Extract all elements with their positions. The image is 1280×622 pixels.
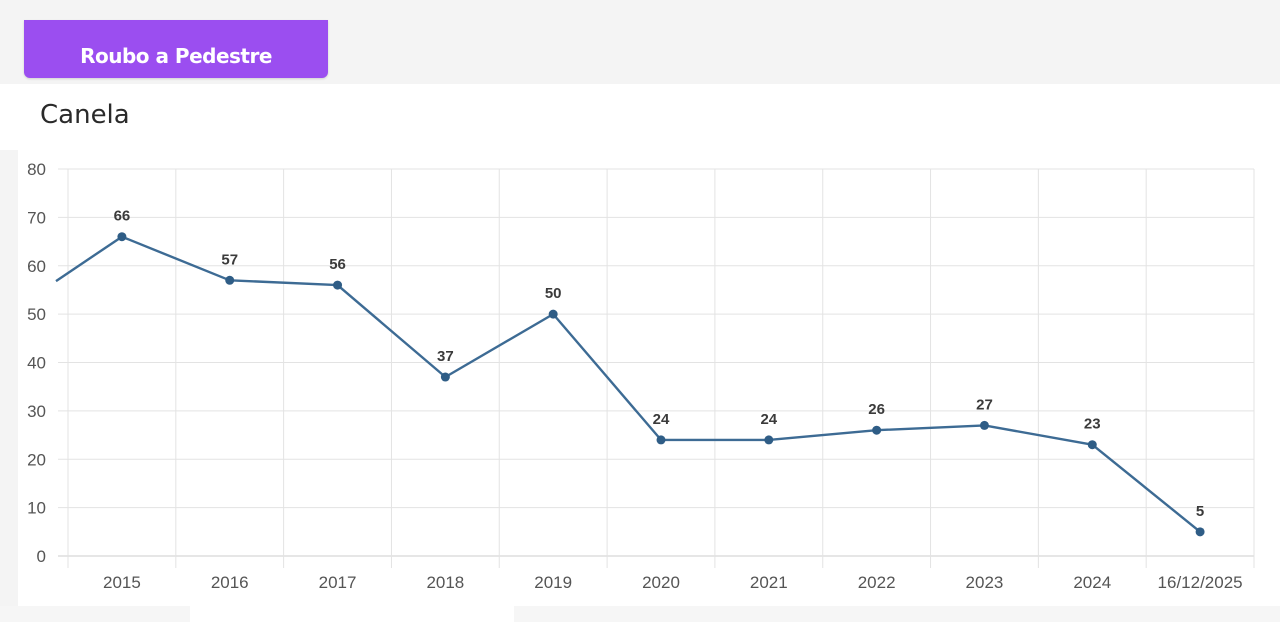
x-tick-label: 16/12/2025 xyxy=(1158,573,1243,592)
data-point xyxy=(1087,440,1097,450)
data-label: 26 xyxy=(868,401,885,418)
y-tick-label: 10 xyxy=(27,499,46,518)
y-tick-label: 20 xyxy=(27,450,46,469)
y-tick-label: 0 xyxy=(37,547,46,566)
series-layer xyxy=(55,232,1205,537)
x-tick-label: 2024 xyxy=(1073,573,1111,592)
x-tick-label: 2023 xyxy=(966,573,1004,592)
y-tick-label: 60 xyxy=(27,257,46,276)
data-label: 50 xyxy=(545,285,562,302)
data-point xyxy=(1195,527,1205,537)
data-label: 5 xyxy=(1196,503,1204,520)
x-tick-label: 2018 xyxy=(426,573,464,592)
data-point xyxy=(548,309,558,319)
axis-layer: 0 10 20 30 40 50 60 70 80 2015 2016 2017 2018 2019 202… xyxy=(27,160,1243,592)
data-label: 66 xyxy=(114,208,131,225)
series-line xyxy=(55,235,1201,533)
label-layer: 66 57 56 37 50 24 24 26 27 23 5 xyxy=(114,208,1205,520)
data-point xyxy=(117,232,127,242)
x-tick-label: 2015 xyxy=(103,573,141,592)
y-tick-label: 50 xyxy=(27,305,46,324)
tab-roubo-a-pedestre[interactable]: Roubo a Pedestre xyxy=(24,20,328,78)
data-label: 23 xyxy=(1084,416,1101,433)
data-label: 27 xyxy=(976,396,993,413)
x-tick-label: 2016 xyxy=(211,573,249,592)
grid-layer xyxy=(58,168,1255,568)
data-label: 24 xyxy=(760,411,777,428)
data-label: 57 xyxy=(221,251,238,268)
data-point xyxy=(333,280,343,290)
data-label: 24 xyxy=(653,411,670,428)
data-point xyxy=(872,425,882,435)
data-point xyxy=(225,275,235,285)
left-margin-strip xyxy=(0,150,18,622)
y-tick-label: 30 xyxy=(27,402,46,421)
data-point xyxy=(656,435,666,445)
chart-title: Canela xyxy=(40,100,130,130)
data-point xyxy=(440,372,450,382)
x-tick-label: 2021 xyxy=(750,573,788,592)
bottom-strip xyxy=(514,606,1280,622)
x-tick-label: 2017 xyxy=(319,573,357,592)
data-label: 37 xyxy=(437,348,454,365)
y-tick-label: 80 xyxy=(27,160,46,179)
x-tick-label: 2020 xyxy=(642,573,680,592)
data-point xyxy=(979,420,989,430)
y-tick-label: 70 xyxy=(27,208,46,227)
bottom-strip xyxy=(0,606,190,622)
data-point xyxy=(764,435,774,445)
x-tick-label: 2022 xyxy=(858,573,896,592)
x-tick-label: 2019 xyxy=(534,573,572,592)
data-label: 56 xyxy=(329,256,346,273)
y-tick-label: 40 xyxy=(27,354,46,373)
